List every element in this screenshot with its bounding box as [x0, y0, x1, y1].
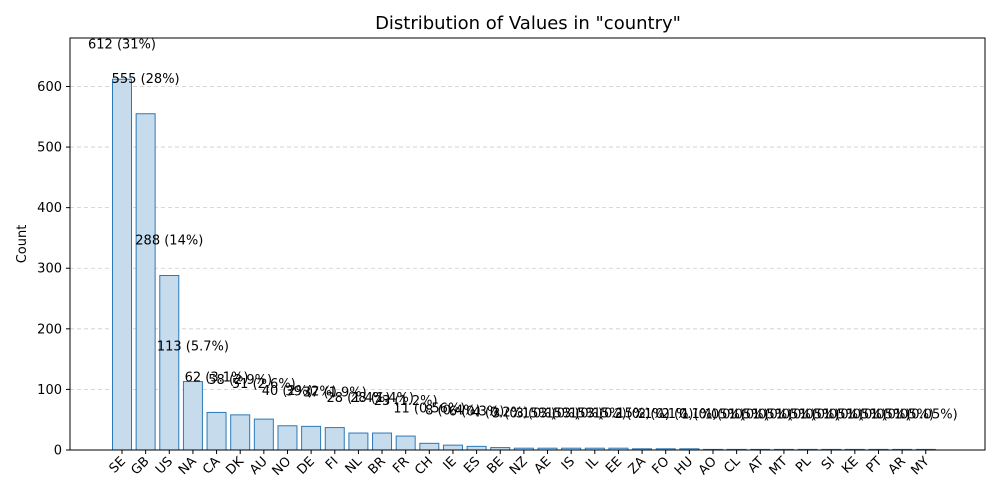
data-label: 58 (2.9%) [208, 373, 272, 388]
grid-lines [70, 86, 985, 390]
bar-no [277, 425, 298, 451]
data-label: 3 (0.15%) [587, 406, 651, 421]
y-tick-label: 500 [37, 141, 62, 156]
bar-na [182, 381, 203, 451]
data-label: 23 (1.2%) [374, 394, 438, 409]
bar-ie [442, 444, 463, 451]
data-label: 555 (28%) [112, 72, 180, 87]
data-label: 39 (2%) [285, 384, 336, 399]
bar-us [159, 275, 180, 451]
data-label: 1 (0.05%) [728, 407, 792, 422]
data-label: 1 (0.05%) [752, 407, 816, 422]
data-label: 3 (0.15%) [492, 406, 556, 421]
data-label: 1 (0.05%) [847, 407, 911, 422]
y-tick-label: 200 [37, 322, 62, 337]
data-label: 28 (1.4%) [350, 391, 414, 406]
data-label: 1 (0.05%) [870, 407, 934, 422]
data-label: 11 (0.56%) [393, 401, 465, 416]
data-label: 3 (0.15%) [563, 406, 627, 421]
data-label: 4 (0.2%) [472, 406, 528, 421]
data-label: 1 (0.05%) [681, 407, 745, 422]
data-labels: 612 (31%) 555 (28%) 288 (14%) 113 (5.7%) 62 … [88, 37, 958, 422]
bar-es [466, 445, 487, 451]
data-label: 288 (14%) [135, 234, 203, 249]
bar-nl [348, 432, 369, 451]
data-label: 6 (0.3%) [449, 404, 505, 419]
data-label: 1 (0.05%) [894, 407, 958, 422]
data-label: 51 (2.6%) [232, 377, 296, 392]
bar-gb [135, 113, 156, 451]
data-label: 3 (0.15%) [539, 406, 603, 421]
bar-fr [395, 435, 416, 451]
plot-frame [69, 37, 986, 451]
y-ticks: 0 100 200 300 400 500 600 [37, 80, 70, 459]
bar-se [112, 78, 132, 451]
y-tick-label: 100 [37, 383, 62, 398]
data-label: 113 (5.7%) [157, 340, 229, 355]
bar-de [301, 425, 322, 451]
data-label: 612 (31%) [88, 37, 156, 52]
bar-dk [230, 414, 251, 451]
bar-br [372, 432, 393, 451]
data-label: 28 (1.4%) [326, 391, 390, 406]
data-label: 37 (1.9%) [303, 386, 367, 401]
data-label: 2 (0.1%) [662, 407, 718, 422]
data-label: 1 (0.05%) [705, 407, 769, 422]
data-label: 1 (0.05%) [823, 407, 887, 422]
y-axis-label: Count [15, 225, 30, 264]
y-tick-label: 600 [37, 80, 62, 95]
bar-ch [419, 442, 440, 451]
chart-title: Distribution of Values in "country" [375, 13, 681, 34]
data-label: 62 (3.1%) [185, 371, 249, 386]
y-tick-label: 0 [54, 444, 62, 459]
y-tick-label: 300 [37, 262, 62, 277]
data-label: 2 (0.1%) [614, 407, 670, 422]
data-label: 3 (0.15%) [516, 406, 580, 421]
y-tick-label: 400 [37, 201, 62, 216]
data-label: 1 (0.05%) [799, 407, 863, 422]
bar-fi [324, 427, 345, 451]
data-label: 40 (2%) [262, 384, 313, 399]
data-label: 8 (0.4%) [425, 403, 481, 418]
bar-au [253, 418, 274, 451]
data-label: 2 (0.1%) [638, 407, 694, 422]
data-label: 1 (0.05%) [776, 407, 840, 422]
bar-ca [206, 411, 227, 451]
